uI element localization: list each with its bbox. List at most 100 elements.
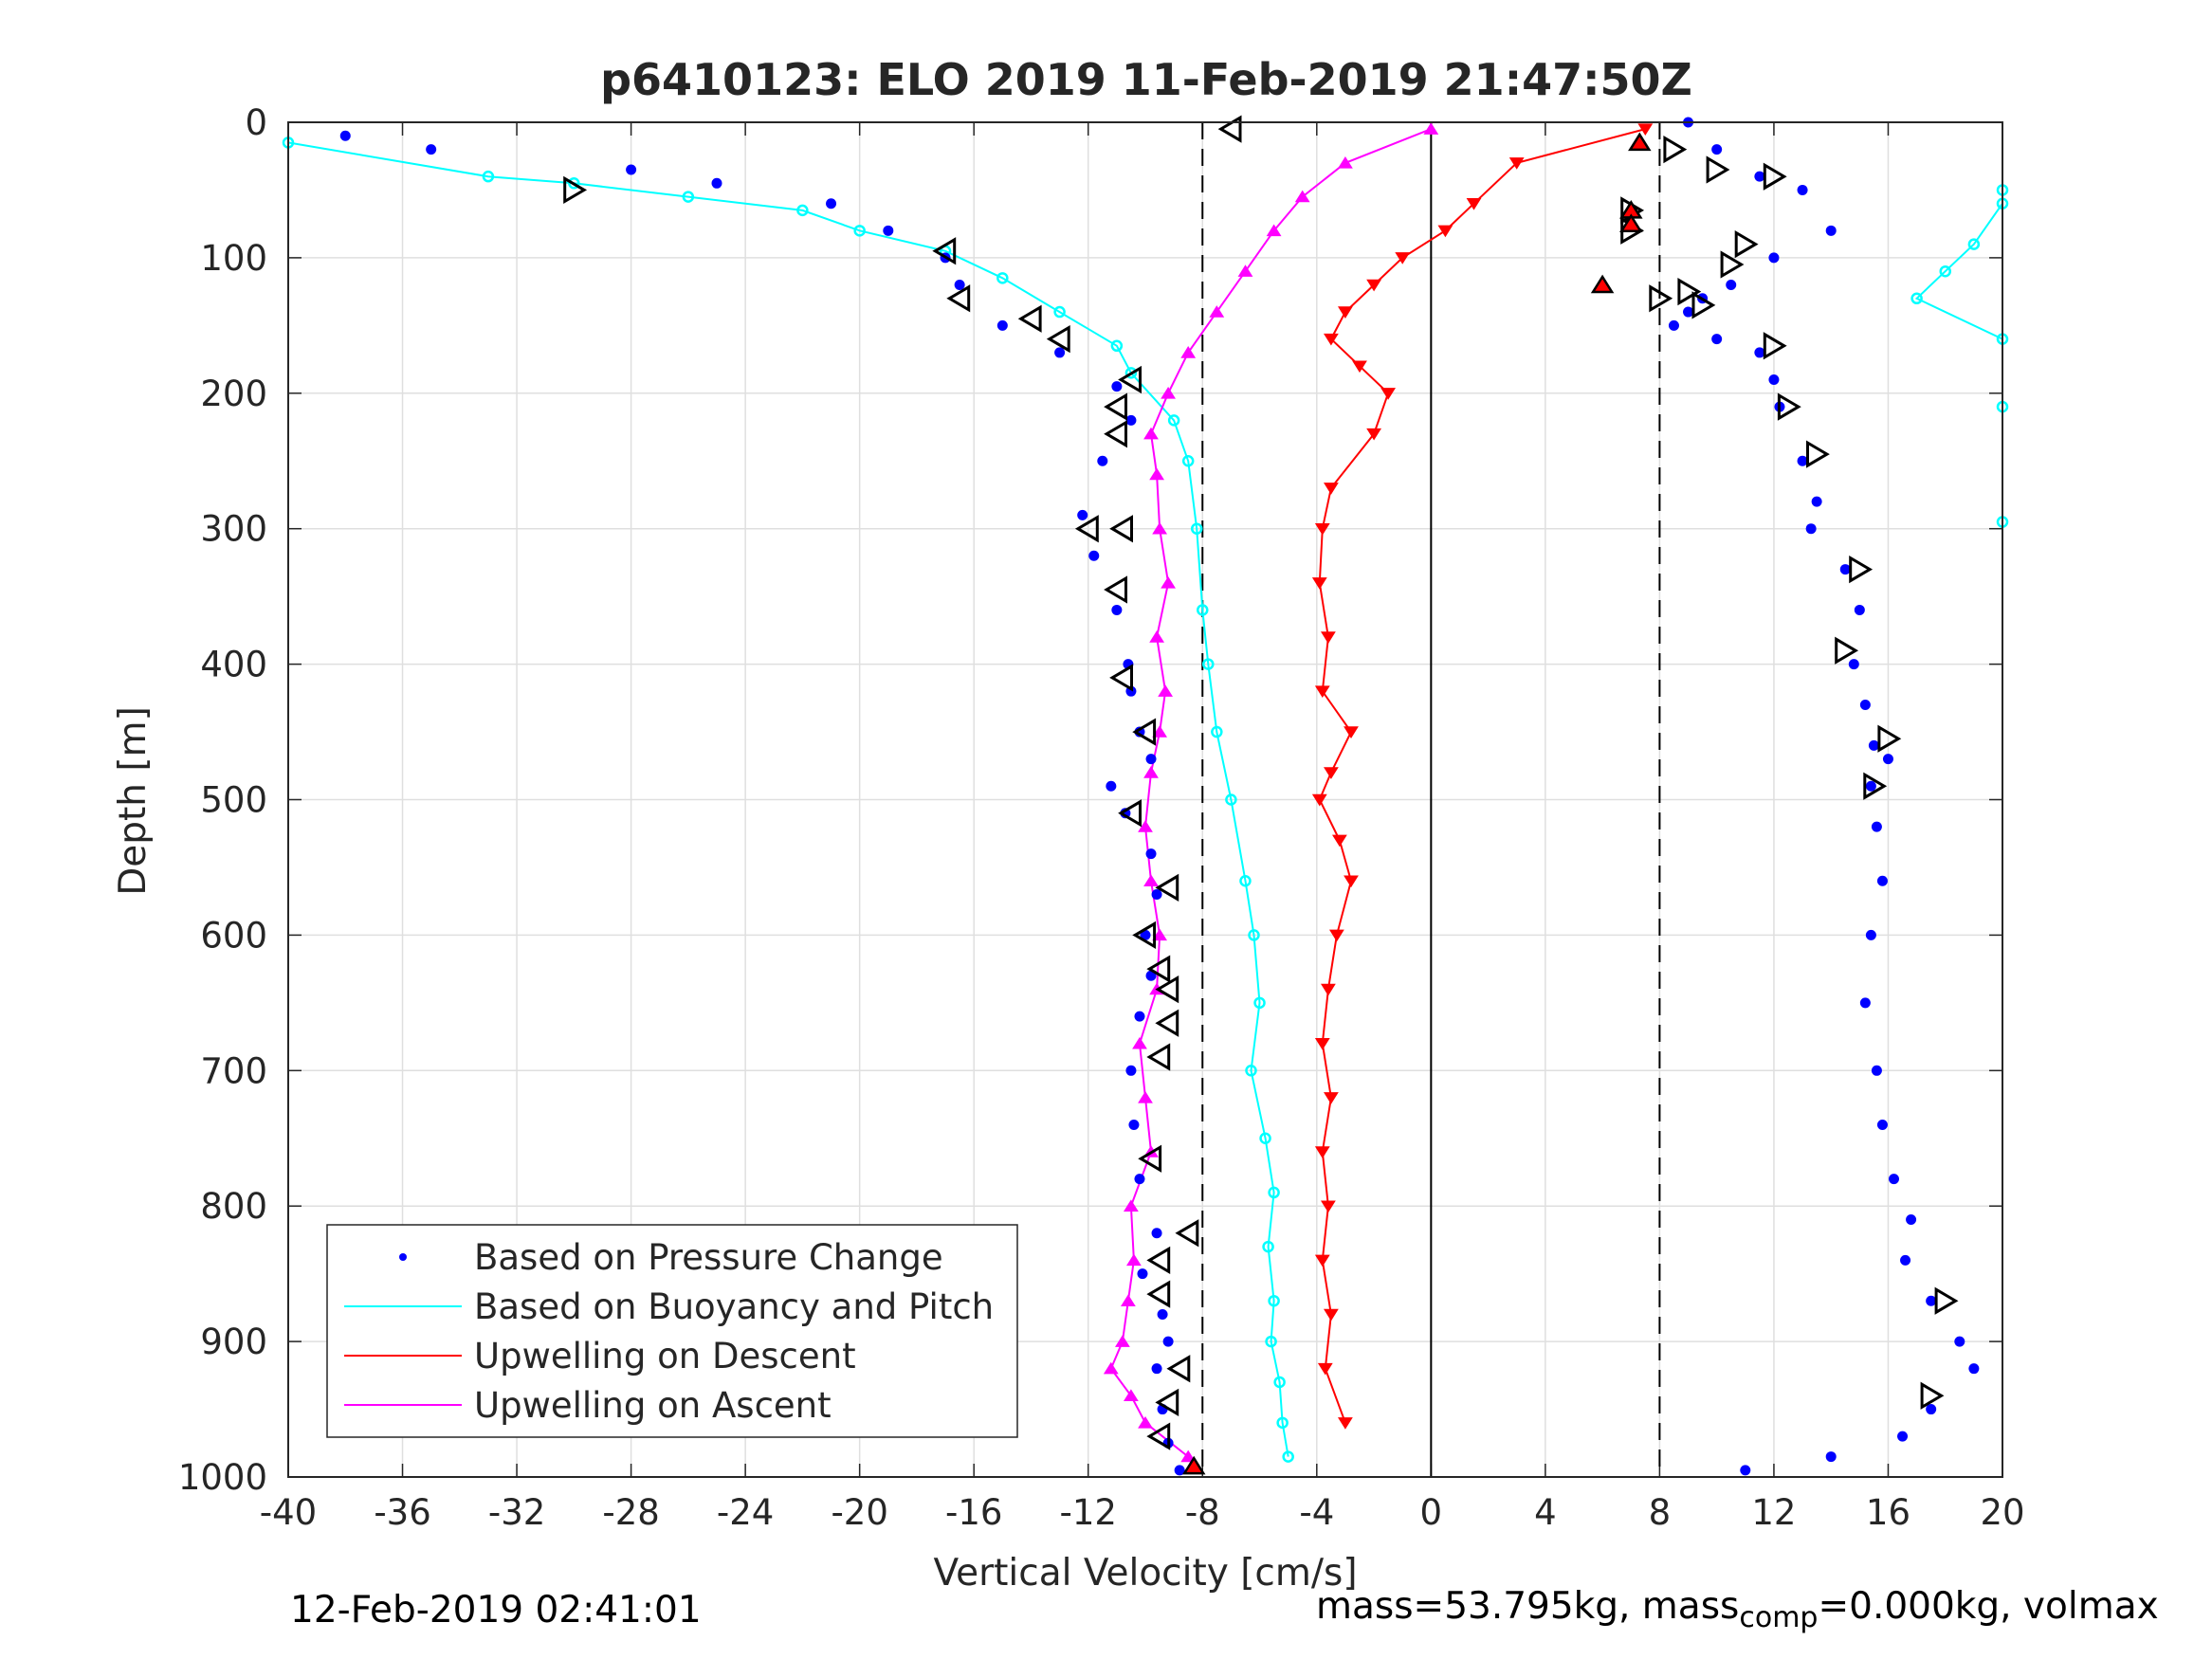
buoyancy-descent-point (1282, 1450, 1294, 1463)
pitch-marker-left (1155, 975, 1179, 1004)
y-tick-label: 700 (200, 1050, 267, 1091)
upwelling-ascent-point (1123, 1389, 1139, 1401)
upwelling-descent-point (1311, 793, 1327, 807)
x-tick-label: -36 (374, 1492, 430, 1533)
pressure-descent-point (1077, 509, 1088, 520)
upwelling-descent-point (1466, 198, 1482, 210)
pressure-descent-point (1140, 929, 1151, 940)
chart-title: p6410123: ELO 2019 11-Feb-2019 21:47:50Z (600, 54, 1692, 105)
pressure-descent-point (1151, 1363, 1162, 1375)
pressure-descent-point (626, 164, 637, 175)
footer-timestamp: 12-Feb-2019 02:41:01 (290, 1589, 702, 1632)
pitch-marker-right (1649, 284, 1673, 313)
pressure-ascent-point (1954, 1336, 1965, 1347)
pressure-descent-point (1145, 754, 1157, 765)
buoyancy-descent-point (682, 191, 695, 203)
pressure-ascent-point (1768, 252, 1780, 264)
upwelling-descent-point (1311, 577, 1327, 590)
buoyancy-descent-point (1253, 996, 1266, 1010)
upwelling-descent-point (1314, 1254, 1330, 1267)
upwelling-descent-point (1508, 157, 1525, 170)
x-tick-label: -12 (1060, 1492, 1117, 1533)
pressure-descent-point (1054, 347, 1066, 358)
buoyancy-descent-point (1225, 793, 1237, 806)
x-tick-label: 8 (1649, 1492, 1672, 1533)
y-tick-label: 900 (200, 1322, 267, 1362)
upwelling-ascent-point (1143, 427, 1159, 440)
x-tick-label: -16 (945, 1492, 1002, 1533)
buoyancy-descent-line (287, 141, 1289, 1457)
pressure-descent-point (1111, 604, 1123, 615)
pressure-descent-point (1128, 1119, 1140, 1130)
pitch-marker-left (1017, 304, 1042, 333)
pressure-ascent-point (1871, 821, 1882, 832)
buoyancy-descent-point (1273, 1376, 1286, 1389)
pressure-descent-point (1174, 1465, 1185, 1476)
pitch-marker-right (1920, 1381, 1945, 1410)
pressure-ascent-point (1968, 1363, 1980, 1375)
upwelling-ascent-point (1114, 1335, 1130, 1347)
upwelling-descent-point (1352, 360, 1367, 374)
upwelling-ascent-point (1138, 1415, 1153, 1429)
pitch-marker-right (1706, 155, 1730, 184)
upwelling-descent-point (1329, 929, 1344, 942)
pressure-descent-point (339, 130, 351, 141)
pitch-marker-left (1146, 1246, 1171, 1275)
x-tick-label: 20 (1980, 1492, 2024, 1533)
y-tick-label: 400 (200, 645, 267, 685)
red-filled-marker (1628, 132, 1652, 152)
pitch-marker-left (1155, 1388, 1179, 1417)
legend-swatch-dot (399, 1253, 407, 1261)
pressure-ascent-point (1859, 699, 1871, 710)
upwelling-descent-point (1320, 631, 1336, 644)
red-filled-marker (1181, 1455, 1206, 1475)
pressure-ascent-point (1839, 564, 1851, 575)
pressure-descent-point (1134, 1174, 1145, 1185)
pressure-ascent-point (1797, 455, 1808, 466)
upwelling-descent-point (1314, 1146, 1330, 1158)
pressure-descent-point (426, 144, 437, 155)
upwelling-descent-point (1314, 685, 1330, 699)
pitch-marker-left (1104, 575, 1127, 604)
buoyancy-descent-point (1202, 658, 1215, 670)
upwelling-ascent-point (1266, 224, 1282, 237)
pressure-descent-point (711, 177, 722, 189)
upwelling-descent-point (1314, 1038, 1330, 1050)
upwelling-descent-point (1323, 1092, 1339, 1104)
y-tick-label: 600 (200, 915, 267, 956)
upwelling-ascent-point (1161, 386, 1177, 399)
pressure-descent-point (954, 279, 965, 290)
pitch-marker-right (1934, 1286, 1959, 1315)
pressure-ascent-point (1865, 929, 1876, 940)
pitch-marker-right (1877, 724, 1902, 753)
pitch-marker-left (1146, 1280, 1171, 1308)
pressure-ascent-point (1768, 374, 1780, 386)
upwelling-ascent-point (1180, 1449, 1197, 1463)
red-filled-marker (1590, 274, 1615, 294)
y-tick-label: 800 (200, 1186, 267, 1227)
buoyancy-descent-point (1268, 1294, 1280, 1307)
pressure-ascent-point (1711, 144, 1723, 155)
upwelling-ascent-point (1125, 1253, 1142, 1267)
buoyancy-ascent-point (1910, 292, 1923, 305)
legend-label: Based on Pressure Change (474, 1237, 943, 1278)
y-tick-label: 0 (245, 102, 267, 143)
x-tick-label: 0 (1420, 1492, 1443, 1533)
legend-label: Upwelling on Descent (474, 1336, 856, 1376)
upwelling-ascent-point (1143, 874, 1159, 886)
red-filled-marker (1619, 213, 1643, 232)
footer-mass-info-clip: mass=53.795kg, masscomp=0.000kg, volmax (1308, 1577, 2212, 1653)
pitch-marker-left (1155, 1009, 1179, 1037)
upwelling-descent-point (1366, 428, 1382, 441)
x-tick-label: -40 (260, 1492, 317, 1533)
upwelling-ascent-point (1103, 1361, 1119, 1375)
footer-mass-text: mass=53.795kg, mass (1316, 1585, 1740, 1628)
buoyancy-descent-point (1211, 725, 1223, 738)
x-tick-label: -8 (1185, 1492, 1220, 1533)
pressure-descent-point (1137, 1268, 1148, 1280)
pitch-marker-left (932, 237, 957, 265)
pressure-descent-point (1097, 455, 1108, 466)
upwelling-ascent-point (1149, 467, 1165, 481)
x-tick-label: -4 (1299, 1492, 1334, 1533)
legend: Based on Pressure Change Based on Buoyanc… (326, 1224, 1018, 1438)
